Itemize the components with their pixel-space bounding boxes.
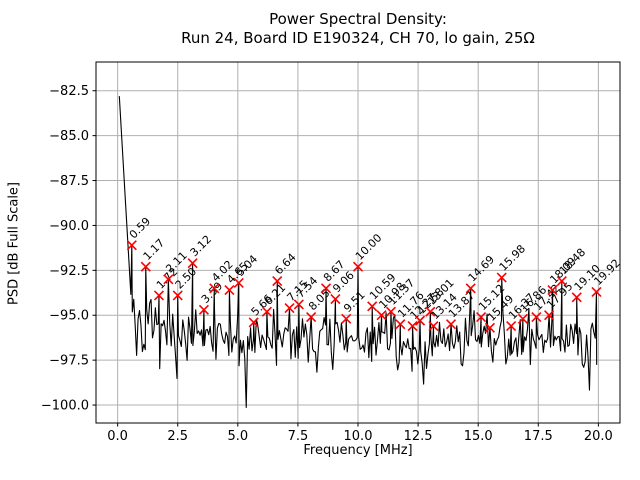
x-tick-label: 20.0 xyxy=(584,429,613,444)
peak-marker-x-icon xyxy=(376,310,387,321)
y-tick-label: −85.0 xyxy=(49,129,89,144)
peak-marker-x-icon xyxy=(341,313,352,324)
peak-frequency-label: 3.12 xyxy=(188,233,215,260)
peak-marker-x-icon xyxy=(306,311,317,323)
peak-frequency-label: 14.69 xyxy=(466,253,497,284)
x-tick-label: 2.5 xyxy=(167,429,188,444)
peak-marker-x-icon xyxy=(140,261,151,272)
peak-marker-x-icon xyxy=(465,283,476,294)
x-tick-label: 7.5 xyxy=(288,429,309,444)
y-tick-label: −100.0 xyxy=(41,399,89,414)
peak-marker-x-icon xyxy=(531,311,542,323)
x-tick-label: 15.0 xyxy=(464,429,493,444)
peak-marker-x-icon xyxy=(591,286,602,297)
peak-marker-x-icon xyxy=(172,290,183,301)
peak-marker-x-icon xyxy=(385,306,396,317)
y-tick-label: −87.5 xyxy=(49,174,89,189)
y-axis-label: PSD [dB Full Scale] xyxy=(6,181,22,306)
peak-marker-x-icon xyxy=(187,258,198,269)
peak-marker-x-icon xyxy=(547,285,558,296)
peak-marker-x-icon xyxy=(556,276,567,287)
y-tick-label: −82.5 xyxy=(49,84,89,99)
y-tick-label: −90.0 xyxy=(49,219,89,234)
peak-marker-x-icon xyxy=(248,317,259,328)
peak-marker-x-icon xyxy=(126,240,137,251)
peak-marker-x-icon xyxy=(293,299,304,310)
peak-marker-x-icon xyxy=(153,290,165,301)
peak-marker-x-icon xyxy=(395,319,406,330)
peak-frequency-label: 15.98 xyxy=(497,242,528,273)
peak-frequency-label: 6.64 xyxy=(272,251,299,278)
chart-title: Power Spectral Density: Run 24, Board ID… xyxy=(96,10,620,48)
peak-frequency-label: 1.17 xyxy=(141,236,168,263)
peak-marker-x-icon xyxy=(198,304,209,315)
peak-marker-x-icon xyxy=(506,320,517,332)
peak-marker-x-icon xyxy=(163,274,174,285)
y-tick-label: −92.5 xyxy=(49,264,89,279)
peak-marker-x-icon xyxy=(425,306,436,317)
peak-marker-x-icon xyxy=(233,277,244,288)
peak-marker-x-icon xyxy=(320,283,332,294)
peak-marker-x-icon xyxy=(352,261,364,272)
peak-marker-x-icon xyxy=(571,292,582,303)
y-tick-label: −95.0 xyxy=(49,309,89,324)
peak-frequency-label: 9.51 xyxy=(341,288,368,315)
peak-marker-x-icon xyxy=(367,301,378,312)
x-tick-label: 17.5 xyxy=(524,429,553,444)
peak-marker-x-icon xyxy=(407,320,418,332)
peak-marker-x-icon xyxy=(224,285,235,296)
chart-title-line2: Run 24, Board ID E190324, CH 70, lo gain… xyxy=(181,28,535,47)
peak-marker-x-icon xyxy=(284,302,295,314)
y-tick-label: −97.5 xyxy=(49,354,89,369)
axes-spines xyxy=(95,61,621,424)
x-axis-label: Frequency [MHz] xyxy=(303,443,413,458)
chart-title-line1: Power Spectral Density: xyxy=(269,10,447,28)
peak-marker-x-icon xyxy=(476,311,487,323)
peak-marker-x-icon xyxy=(428,320,439,332)
peak-marker-x-icon xyxy=(496,272,507,283)
peak-marker-x-icon xyxy=(445,319,457,330)
peak-marker-x-icon xyxy=(261,306,272,317)
x-tick-label: 0.0 xyxy=(107,429,128,444)
peak-frequency-label: 3.59 xyxy=(199,279,226,306)
peak-frequency-label: 0.59 xyxy=(127,215,154,242)
peak-marker-x-icon xyxy=(414,315,426,326)
peak-marker-x-icon xyxy=(517,313,528,324)
x-tick-label: 12.5 xyxy=(404,429,433,444)
psd-line xyxy=(118,96,598,409)
x-tick-label: 10.0 xyxy=(344,429,373,444)
peak-marker-x-icon xyxy=(330,294,341,305)
peak-marker-x-icon xyxy=(272,276,283,287)
x-tick-label: 5.0 xyxy=(227,429,248,444)
peak-marker-x-icon xyxy=(209,283,220,294)
peak-marker-x-icon xyxy=(544,310,555,321)
peak-marker-x-icon xyxy=(484,322,496,333)
